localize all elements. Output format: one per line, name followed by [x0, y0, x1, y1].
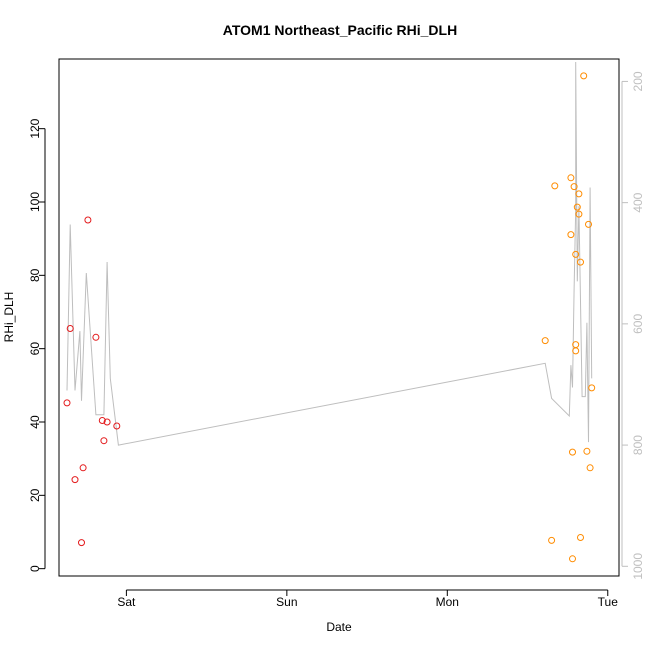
data-point: [585, 220, 592, 228]
plot-frame: [58, 58, 620, 577]
data-point: [580, 72, 588, 80]
y-tick-label: 80: [28, 268, 42, 282]
y-tick-label: 20: [28, 488, 42, 502]
data-point: [541, 337, 549, 345]
data-point: [567, 174, 575, 182]
data-point: [79, 464, 87, 472]
data-point: [577, 534, 584, 541]
y-tick-label: 0: [28, 565, 42, 572]
data-point: [551, 182, 559, 190]
y-axis-label: RHi_DLH: [2, 292, 16, 343]
y-tick-label: 60: [28, 342, 42, 356]
data-point: [100, 437, 108, 445]
data-point: [575, 190, 583, 198]
y-right-tick-label: 1000: [631, 553, 645, 580]
data-point: [567, 231, 575, 239]
data-point: [98, 417, 106, 424]
data-point: [572, 341, 580, 349]
y-right-axis: 200 400 600 800 1000: [621, 71, 645, 580]
x-axis: Sat Sun Mon Tue: [117, 589, 619, 609]
data-point: [569, 555, 576, 563]
data-point: [78, 539, 85, 547]
data-point: [113, 422, 121, 430]
y-right-tick-label: 600: [631, 314, 645, 334]
data-point: [569, 448, 576, 456]
y-axis: 0 20 40 60 80 100 120: [28, 118, 46, 572]
data-point: [92, 333, 100, 341]
data-points-layer: [63, 72, 596, 563]
data-point: [66, 325, 74, 332]
pressure-series-line: [66, 61, 593, 446]
pressure-line-layer: [66, 61, 593, 446]
y-tick-label: 100: [28, 192, 42, 212]
data-point: [103, 418, 111, 426]
data-point: [548, 536, 556, 544]
data-point: [583, 447, 591, 455]
data-point: [570, 183, 578, 191]
x-tick-label: Mon: [436, 595, 459, 609]
y-tick-label: 120: [28, 118, 42, 138]
data-point: [572, 250, 580, 258]
x-tick-label: Sat: [117, 595, 136, 609]
data-point: [84, 216, 92, 224]
data-point: [577, 258, 584, 266]
x-tick-label: Sun: [276, 595, 297, 609]
data-point: [575, 210, 583, 218]
data-point: [586, 464, 594, 472]
y-right-tick-label: 200: [631, 71, 645, 91]
data-point: [63, 399, 71, 407]
y-right-tick-label: 800: [631, 435, 645, 455]
chart-title: ATOM1 Northeast_Pacific RHi_DLH: [223, 22, 457, 38]
y-right-tick-label: 400: [631, 192, 645, 212]
data-point: [71, 476, 79, 484]
data-point: [588, 384, 596, 392]
data-point: [572, 347, 580, 355]
x-axis-label: Date: [326, 620, 352, 634]
data-point: [573, 203, 581, 211]
x-tick-label: Tue: [598, 595, 619, 609]
y-tick-label: 40: [28, 415, 42, 429]
